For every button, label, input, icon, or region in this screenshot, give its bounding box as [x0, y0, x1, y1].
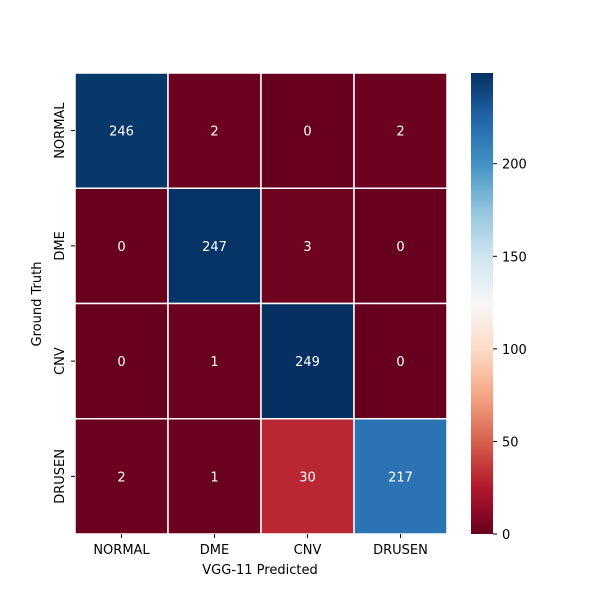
cell-value-label: 3 — [303, 240, 311, 255]
cell-value-label: 30 — [299, 470, 316, 485]
cell-value-label: 1 — [210, 470, 218, 485]
cell-value-label: 246 — [109, 125, 134, 140]
cell-value-label: 0 — [396, 355, 404, 370]
cell-value-label: 0 — [396, 240, 404, 255]
cell-value-label: 2 — [396, 125, 404, 140]
heatmap-cell — [167, 187, 262, 305]
y-tick-label: NORMAL — [53, 102, 68, 159]
x-axis-ticks: NORMAL DME CNV DRUSEN — [93, 534, 428, 558]
cell-value-label: 247 — [202, 240, 227, 255]
colorbar-tick-label: 0 — [502, 528, 510, 543]
cell-value-label: 0 — [117, 240, 125, 255]
heatmap-cell — [167, 418, 262, 535]
y-tick-label: DME — [53, 231, 68, 260]
heatmap-cell — [167, 72, 262, 189]
heatmap-cell — [353, 187, 448, 305]
cell-value-label: 1 — [210, 355, 218, 370]
colorbar-ticks: 0 50 100 150 200 — [493, 158, 527, 543]
colorbar-tick-label: 100 — [502, 343, 527, 358]
y-axis-label: Ground Truth — [30, 262, 45, 347]
y-tick-label: CNV — [53, 347, 68, 375]
colorbar-tick-label: 150 — [502, 250, 527, 265]
cell-value-label: 2 — [117, 470, 125, 485]
cell-value-label: 249 — [295, 355, 320, 370]
cell-value-label: 2 — [210, 125, 218, 140]
colorbar-tick-label: 200 — [502, 158, 527, 173]
heatmap-cell — [353, 72, 448, 189]
x-tick-label: CNV — [294, 543, 322, 558]
colorbar-tick-label: 50 — [502, 435, 519, 450]
x-tick-label: DRUSEN — [373, 543, 428, 558]
cell-value-label: 217 — [388, 470, 413, 485]
heatmap-cell — [260, 72, 355, 189]
x-axis-label: VGG-11 Predicted — [202, 563, 317, 578]
x-tick-label: DME — [200, 543, 229, 558]
heatmap-cells — [74, 72, 448, 535]
cell-value-label: 0 — [303, 125, 311, 140]
colorbar — [471, 73, 493, 534]
heatmap-cell — [353, 302, 448, 420]
cell-value-label: 0 — [117, 355, 125, 370]
heatmap-cell — [353, 418, 448, 535]
x-tick-label: NORMAL — [93, 543, 150, 558]
heatmap-cell — [74, 72, 169, 189]
y-axis-ticks: NORMAL DME CNV DRUSEN — [53, 102, 75, 504]
heatmap-cell — [167, 302, 262, 420]
heatmap-cell-labels: 246 2 0 20 247 3 00 1 249 02 1 30 217 — [109, 125, 413, 486]
y-tick-label: DRUSEN — [53, 449, 68, 504]
